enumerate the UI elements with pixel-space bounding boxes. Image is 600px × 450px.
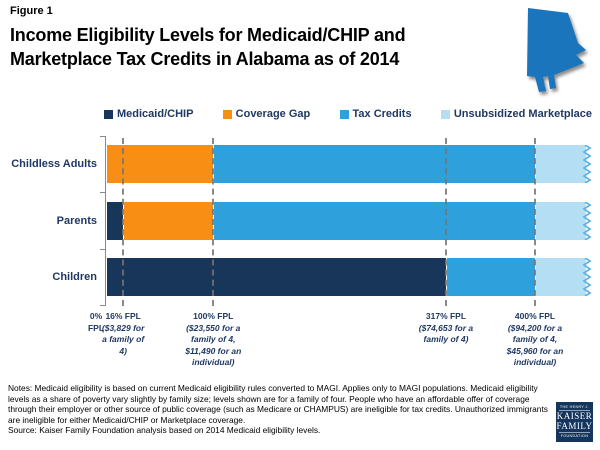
chart-legend: Medicaid/CHIP Coverage Gap Tax Credits Unsu… [104, 108, 592, 120]
torn-edge-icon [582, 145, 592, 183]
alabama-state-icon [527, 8, 586, 92]
bar-segment-tax-credits [214, 201, 535, 240]
tick-label-amount-line: a family of [102, 334, 145, 344]
bar-segment-coverage-gap [107, 145, 214, 183]
axis-tick-label-0-fpl: 0% FPL [88, 311, 104, 334]
tick-label-amount-line: ($23,550 for a [186, 322, 241, 333]
axis-tick-mark [100, 136, 106, 137]
tick-label-amount-line: ($74,653 for a [418, 322, 474, 333]
tick-label-amount-line: individual) [191, 357, 235, 367]
legend-label: Tax Credits [352, 108, 412, 120]
logo-bottom-text: FOUNDATION [559, 432, 590, 438]
axis-tick-mark [100, 248, 106, 250]
tick-label-amount-line: $11,490 for an [185, 345, 242, 356]
axis-tick-label-100-fpl: 100% FPL ($23,550 for a family of 4, $11,49… [185, 311, 241, 369]
bar-segment-unsubsidized-marketplace [536, 145, 592, 183]
torn-edge-icon [582, 258, 592, 296]
logo-kaiser-text: KAISER [556, 411, 593, 421]
tick-label-line: 100% FPL [193, 311, 234, 321]
bar-segment-medicaid-chip [107, 201, 124, 240]
tick-label-amount-line: family of 4, [512, 334, 558, 344]
category-label-childless-adults: Childless Adults [11, 158, 97, 170]
bar-segment-unsubsidized-marketplace [536, 201, 592, 240]
chart-title-line2: Marketplace Tax Credits in Alabama as of… [10, 49, 400, 69]
fpl-gridline-317 [444, 138, 447, 306]
fpl-gridline-100 [212, 138, 215, 306]
tick-label-line: 400% FPL [514, 311, 556, 321]
tick-label-line: FPL [87, 322, 105, 333]
legend-item-tax-credits: Tax Credits [339, 108, 412, 120]
torn-edge-icon [582, 201, 592, 240]
logo-family-text: FAMILY [556, 420, 593, 431]
legend-swatch-icon [104, 109, 113, 119]
axis-tick-label-317-fpl: 317% FPL ($74,653 for a family of 4) [419, 311, 473, 346]
tick-label-amount-line: ($3,829 for [101, 322, 145, 333]
tick-label-line: 16% FPL [105, 311, 141, 321]
tick-label-line: 0% [89, 311, 103, 321]
y-axis-line [105, 136, 106, 305]
tick-label-amount-line: ($94,200 for a [507, 322, 563, 333]
notes-text: Notes: Medicaid eligibility is based on … [8, 383, 548, 425]
legend-label: Coverage Gap [235, 108, 311, 120]
fpl-gridline-400 [534, 138, 536, 306]
legend-swatch-icon [222, 109, 232, 119]
legend-item-coverage-gap: Coverage Gap [222, 108, 311, 120]
legend-swatch-icon [339, 109, 349, 119]
axis-tick-label-16-fpl: 16% FPL ($3,829 for a family of 4) [102, 311, 145, 357]
legend-item-unsubsidized-marketplace: Unsubsidized Marketplace [440, 108, 592, 120]
axis-tick-mark [100, 304, 106, 306]
tick-label-amount-line: family of 4) [423, 334, 469, 344]
tick-label-amount-line: individual) [513, 357, 557, 367]
axis-tick-label-400-fpl: 400% FPL ($94,200 for a family of 4, $45,96… [507, 311, 564, 369]
axis-tick-mark [100, 192, 106, 194]
bar-segment-unsubsidized-marketplace [536, 258, 592, 296]
chart-title-line1: Income Eligibility Levels for Medicaid/C… [10, 25, 406, 45]
fpl-gridline-16 [122, 138, 125, 306]
category-label-children: Children [52, 271, 97, 283]
bar-segment-coverage-gap [124, 201, 214, 240]
source-text: Source: Kaiser Family Foundation analysi… [8, 425, 321, 436]
chart-title: Income Eligibility Levels for Medicaid/C… [10, 23, 470, 71]
tick-label-amount-line: family of 4, [191, 334, 236, 344]
legend-label: Unsubsidized Marketplace [453, 108, 592, 120]
kaiser-family-foundation-logo: THE HENRY J. KAISER FAMILY FOUNDATION [556, 402, 593, 442]
figure-number: Figure 1 [10, 5, 53, 17]
logo-top-text: THE HENRY J. [559, 405, 590, 411]
tick-label-line: 317% FPL [425, 311, 467, 321]
bar-segment-tax-credits [214, 145, 535, 183]
bar-segment-medicaid-chip [107, 258, 446, 296]
bar-segment-tax-credits [446, 258, 535, 296]
notes-block: Notes: Medicaid eligibility is based on … [8, 383, 560, 436]
legend-item-medicaid-chip: Medicaid/CHIP [104, 108, 193, 120]
legend-swatch-icon [440, 109, 450, 119]
tick-label-amount-line: 4) [119, 345, 127, 356]
legend-label: Medicaid/CHIP [117, 108, 194, 120]
tick-label-amount-line: $45,960 for an [506, 345, 564, 356]
category-label-parents: Parents [56, 214, 97, 227]
